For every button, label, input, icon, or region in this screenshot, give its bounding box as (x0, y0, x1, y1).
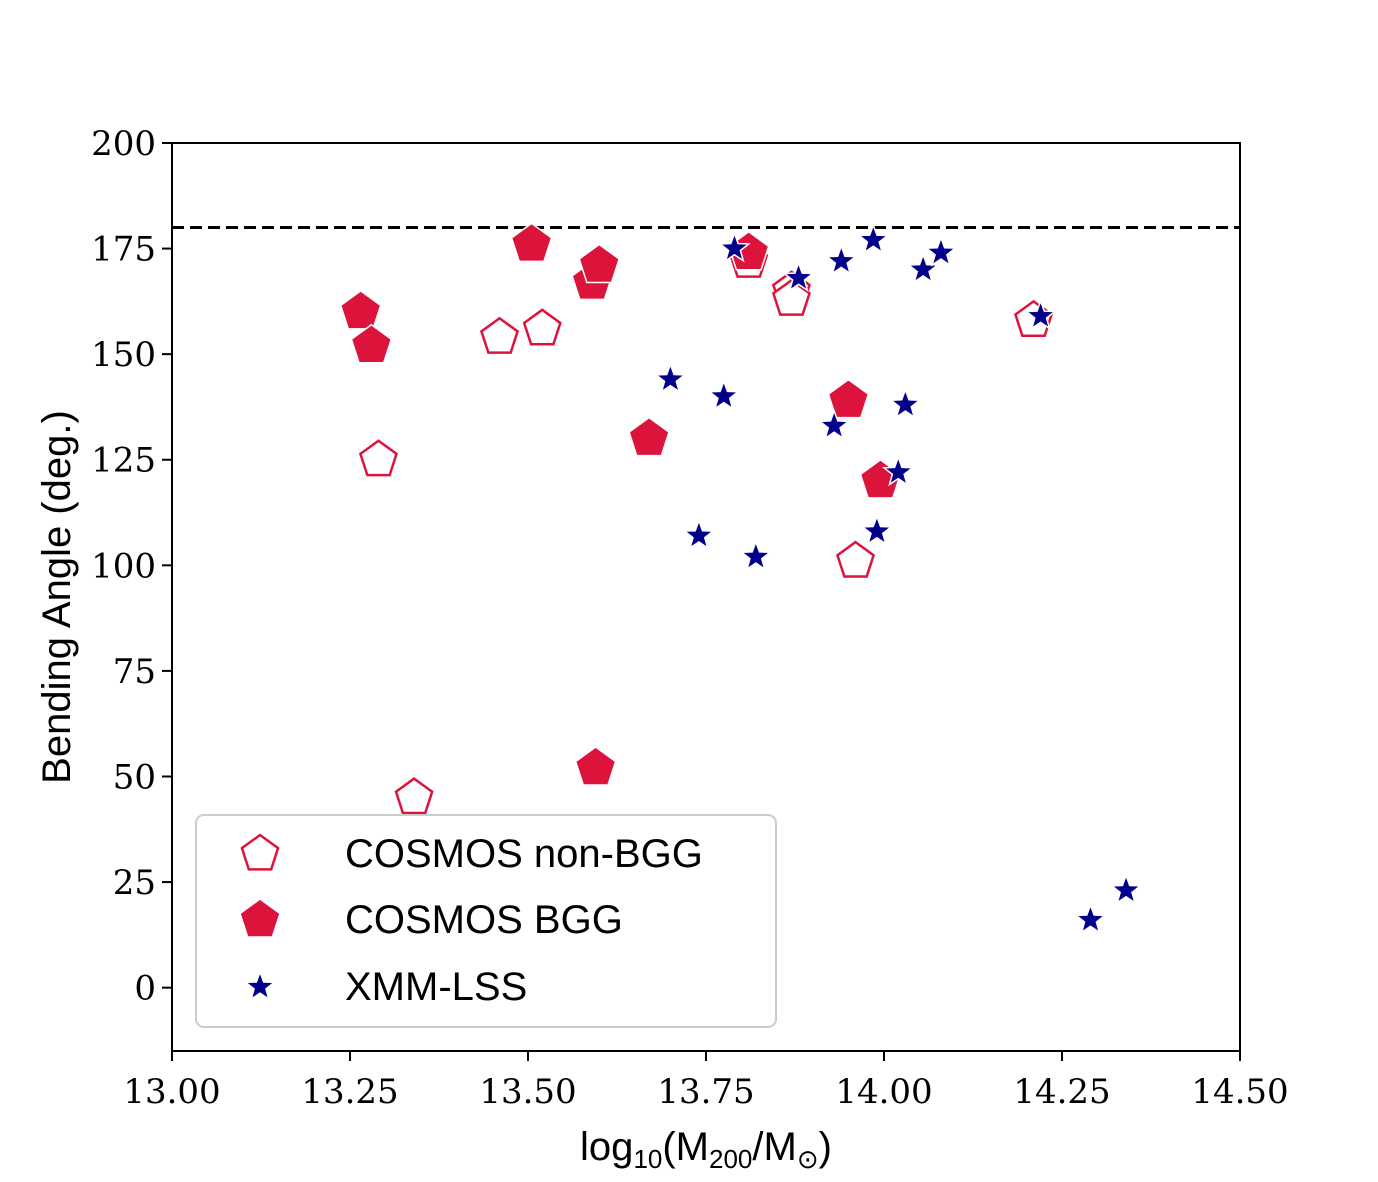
cosmos-bgg-point (574, 746, 617, 786)
cosmos-non-bgg-point (394, 777, 434, 815)
x-axis-label: log10(M200/M⊙) (580, 1125, 832, 1174)
y-tick-label: 100 (91, 546, 156, 586)
xmm-lss-point (782, 260, 815, 293)
cosmos-non-bgg-point (522, 308, 562, 346)
x-tick-label: 13.00 (123, 1072, 220, 1112)
legend-label-xmm: XMM-LSS (345, 965, 527, 1009)
y-tick-label: 75 (113, 652, 156, 692)
legend-marker-cosmos-bgg (239, 898, 281, 938)
xmm-lss-point (718, 231, 751, 263)
y-axis-label: Bending Angle (deg.) (35, 410, 79, 784)
legend-marker-xmm-lss (243, 969, 277, 1001)
y-tick-label: 125 (91, 441, 156, 481)
cosmos-bgg-point (827, 378, 870, 419)
xmm-lss-point (906, 252, 940, 284)
xmm-lss-point (1024, 298, 1057, 331)
x-tick-label: 14.00 (835, 1072, 932, 1112)
xmm-lss-point (860, 514, 894, 546)
y-tick-label: 50 (113, 757, 156, 797)
x-tick-label: 13.25 (301, 1072, 398, 1112)
plot-frame (171, 142, 1241, 1052)
xmm-lss-point (707, 379, 741, 411)
y-tick-label: 175 (91, 230, 156, 270)
x-label-mid1: (M (662, 1125, 709, 1169)
y-tick-label: 0 (134, 969, 156, 1009)
x-label-sub1: 10 (633, 1144, 662, 1174)
xmm-lss-point (924, 235, 958, 267)
xmm-lss-point (1109, 873, 1143, 905)
cosmos-bgg-point (578, 243, 621, 284)
legend: COSMOS non-BGG COSMOS BGG XMM-LSS (195, 814, 777, 1028)
cosmos-bgg-point (510, 222, 553, 263)
xmm-lss-point (682, 518, 716, 550)
cosmos-non-bgg-point (771, 278, 811, 316)
cosmos-non-bgg-point (479, 316, 520, 354)
legend-label-non-bgg: COSMOS non-BGG (345, 832, 703, 876)
x-tick-label: 14.25 (1013, 1072, 1110, 1112)
xmm-lss-point (817, 408, 851, 440)
x-label-sub2: 200 (709, 1144, 752, 1174)
cosmos-non-bgg-point (835, 540, 876, 578)
legend-label-bgg: COSMOS BGG (345, 898, 623, 942)
cosmos-bgg-point (628, 416, 670, 457)
cosmos-non-bgg-point (358, 439, 399, 477)
x-tick-label: 13.50 (479, 1072, 576, 1112)
legend-marker-cosmos-non-bgg (240, 833, 280, 871)
xmm-lss-point (739, 539, 773, 571)
xmm-lss-point (889, 387, 922, 419)
xmm-lss-point (824, 244, 858, 276)
y-tick-label: 25 (113, 863, 156, 903)
x-label-mid2: /M (752, 1125, 796, 1169)
y-tick-label: 200 (91, 124, 156, 164)
cosmos-bgg-point (339, 290, 382, 330)
legend-box (195, 814, 777, 1028)
xmm-lss-point (1074, 902, 1107, 934)
xmm-lss-point (654, 362, 687, 394)
x-label-suffix: ) (819, 1125, 832, 1169)
y-tick-label: 150 (91, 335, 156, 375)
xmm-lss-point (856, 222, 890, 255)
xmm-lss-point (881, 455, 915, 487)
x-label-prefix: log (580, 1125, 633, 1169)
x-tick-label: 14.50 (1191, 1072, 1288, 1112)
x-tick-label: 13.75 (657, 1072, 754, 1112)
x-label-sub3: ⊙ (797, 1144, 819, 1174)
cosmos-bgg-point (350, 323, 393, 364)
